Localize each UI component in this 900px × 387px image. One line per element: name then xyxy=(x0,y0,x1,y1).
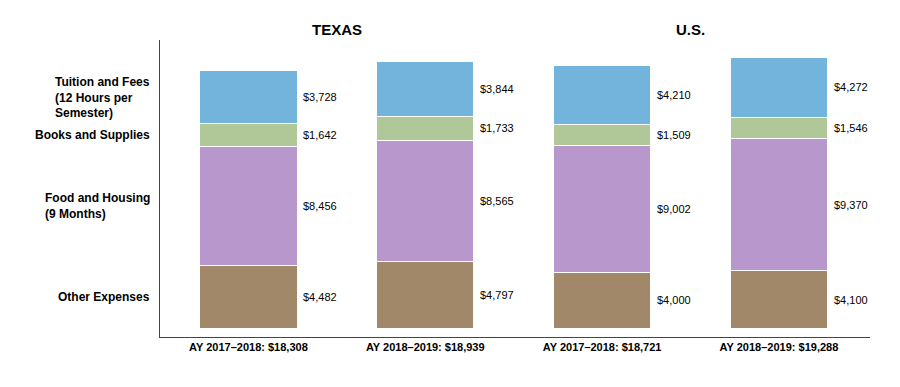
svg-text:$8,456: $8,456 xyxy=(303,200,337,212)
svg-text:AY 2018–2019: $19,288: AY 2018–2019: $19,288 xyxy=(720,341,839,353)
svg-text:U.S.: U.S. xyxy=(676,21,705,38)
svg-text:$1,546: $1,546 xyxy=(834,122,868,134)
svg-text:AY 2018–2019: $18,939: AY 2018–2019: $18,939 xyxy=(366,341,485,353)
svg-text:$4,797: $4,797 xyxy=(480,289,514,301)
svg-text:TEXAS: TEXAS xyxy=(312,21,362,38)
svg-text:$1,509: $1,509 xyxy=(657,129,691,141)
svg-text:AY 2017–2018: $18,721: AY 2017–2018: $18,721 xyxy=(543,341,662,353)
svg-text:$4,272: $4,272 xyxy=(834,81,868,93)
svg-text:$9,370: $9,370 xyxy=(834,199,868,211)
svg-text:Other Expenses: Other Expenses xyxy=(58,290,150,304)
svg-text:Food and Housing(9 Months): Food and Housing(9 Months) xyxy=(45,191,150,221)
svg-text:$1,733: $1,733 xyxy=(480,122,514,134)
svg-text:$1,642: $1,642 xyxy=(303,129,337,141)
svg-text:$3,728: $3,728 xyxy=(303,91,337,103)
svg-text:AY 2017–2018: $18,308: AY 2017–2018: $18,308 xyxy=(189,341,308,353)
svg-text:$4,482: $4,482 xyxy=(303,291,337,303)
svg-text:$3,844: $3,844 xyxy=(480,83,514,95)
svg-text:$4,000: $4,000 xyxy=(657,294,691,306)
svg-text:$8,565: $8,565 xyxy=(480,195,514,207)
svg-text:Books and Supplies: Books and Supplies xyxy=(35,128,150,142)
svg-text:Tuition and Fees(12 Hours perS: Tuition and Fees(12 Hours perSemester) xyxy=(55,75,150,120)
svg-text:$4,100: $4,100 xyxy=(834,294,868,306)
svg-text:$4,210: $4,210 xyxy=(657,89,691,101)
svg-text:$9,002: $9,002 xyxy=(657,203,691,215)
